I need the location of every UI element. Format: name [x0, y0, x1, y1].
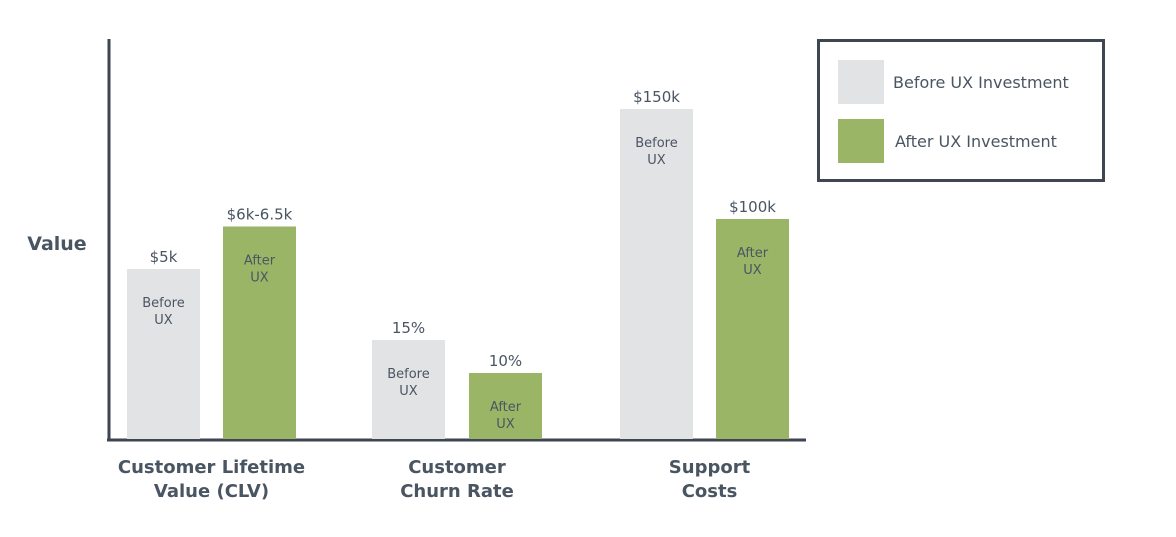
bar-value-label-before-1: 15%	[392, 319, 425, 337]
bar-after-1	[469, 373, 542, 439]
legend-label-after: After UX Investment	[895, 131, 1057, 151]
x-tick-label-1: Customer	[408, 457, 506, 478]
bar-value-label-after-0: $6k-6.5k	[227, 206, 293, 224]
legend-swatch-after	[838, 119, 884, 163]
bar-value-label-before-0: $5k	[150, 248, 178, 266]
bar-before-1	[372, 340, 445, 439]
bar-inner-label-after-1: After	[490, 400, 522, 415]
x-tick-label-0: Customer Lifetime	[118, 457, 305, 478]
bar-inner-label-before-2: UX	[647, 153, 666, 168]
x-tick-label-0: Value (CLV)	[154, 481, 269, 502]
bar-value-label-after-2: $100k	[729, 198, 776, 216]
bar-before-0	[127, 269, 200, 439]
bar-inner-label-after-2: UX	[743, 263, 762, 278]
legend-item-after: After UX Investment	[838, 119, 1057, 163]
bar-inner-label-after-0: After	[244, 254, 276, 269]
bar-inner-label-after-1: UX	[496, 417, 515, 432]
x-tick-label-2: Costs	[682, 481, 738, 502]
bar-after-0	[223, 226, 296, 439]
x-tick-label-2: Support	[669, 457, 751, 478]
bar-inner-label-before-0: Before	[142, 296, 185, 311]
bar-value-label-before-2: $150k	[633, 88, 680, 106]
y-axis-label: Value	[27, 233, 86, 255]
bar-before-2	[620, 109, 693, 439]
bar-after-2	[716, 219, 789, 439]
bar-inner-label-before-1: UX	[399, 384, 418, 399]
legend-swatch-before	[838, 60, 884, 104]
chart-legend: Before UX Investment After UX Investment	[817, 39, 1105, 182]
x-tick-label-1: Churn Rate	[400, 481, 514, 502]
bar-inner-label-before-0: UX	[154, 313, 173, 328]
bar-inner-label-after-2: After	[737, 246, 769, 261]
bar-inner-label-before-2: Before	[635, 136, 678, 151]
bar-inner-label-after-0: UX	[250, 271, 269, 286]
legend-label-before: Before UX Investment	[893, 72, 1069, 92]
bar-inner-label-before-1: Before	[387, 367, 430, 382]
bar-value-label-after-1: 10%	[489, 352, 522, 370]
legend-item-before: Before UX Investment	[838, 60, 1069, 104]
